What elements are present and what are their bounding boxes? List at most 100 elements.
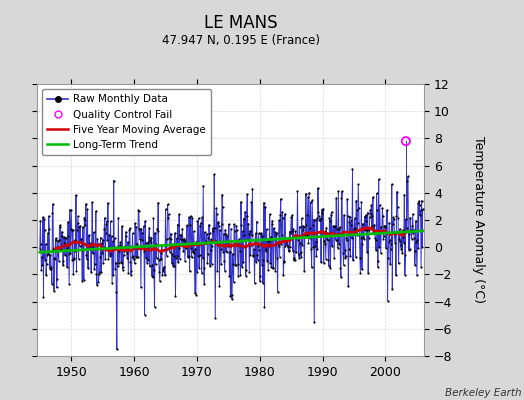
Point <box>199 182 208 189</box>
Point <box>94 241 102 247</box>
Point <box>389 221 397 228</box>
Point <box>237 199 245 205</box>
Point <box>163 201 172 208</box>
Point <box>43 252 51 258</box>
Point <box>127 268 136 274</box>
Point <box>130 256 138 262</box>
Point <box>223 248 231 255</box>
Point <box>218 192 226 198</box>
Point <box>95 269 104 275</box>
Point <box>241 209 249 215</box>
Point <box>360 236 368 242</box>
Point <box>226 248 234 255</box>
Point <box>286 228 294 235</box>
Point <box>309 244 318 251</box>
Point <box>117 260 126 266</box>
Point <box>195 252 204 259</box>
Point <box>321 240 329 247</box>
Point <box>221 268 229 274</box>
Point <box>356 270 365 276</box>
Point <box>182 241 191 247</box>
Point <box>334 188 343 194</box>
Point <box>268 221 276 228</box>
Point <box>168 260 176 266</box>
Point <box>417 207 425 214</box>
Point <box>375 244 384 251</box>
Point <box>280 258 288 265</box>
Point <box>151 230 159 236</box>
Point <box>248 232 256 238</box>
Point <box>38 254 46 260</box>
Point <box>54 247 62 253</box>
Point <box>165 211 173 218</box>
Point <box>342 253 350 259</box>
Point <box>402 229 411 236</box>
Point <box>296 223 304 230</box>
Point <box>154 200 162 206</box>
Point <box>306 224 314 231</box>
Point <box>342 235 351 241</box>
Point <box>251 240 259 246</box>
Point <box>134 254 142 260</box>
Point <box>70 256 78 262</box>
Point <box>139 243 147 249</box>
Point <box>379 236 388 242</box>
Point <box>383 230 391 236</box>
Point <box>355 204 363 211</box>
Point <box>288 228 296 234</box>
Point <box>345 219 354 226</box>
Point <box>284 244 292 250</box>
Point <box>108 280 116 286</box>
Point <box>155 257 163 264</box>
Point <box>244 220 253 227</box>
Point <box>311 217 319 223</box>
Point <box>261 203 269 210</box>
Point <box>152 255 161 261</box>
Point <box>258 233 267 239</box>
Point <box>161 206 170 212</box>
Point <box>369 194 377 200</box>
Point <box>147 234 156 241</box>
Point <box>58 228 66 235</box>
Point <box>290 255 299 261</box>
Point <box>141 240 150 246</box>
Point <box>231 262 239 268</box>
Point <box>154 228 162 234</box>
Point <box>240 232 248 238</box>
Point <box>196 223 204 229</box>
Point <box>294 237 302 243</box>
Point <box>79 224 87 230</box>
Point <box>97 268 105 275</box>
Point <box>214 219 222 226</box>
Point <box>116 239 125 245</box>
Point <box>263 226 271 232</box>
Point <box>122 229 130 235</box>
Point <box>249 252 258 259</box>
Point <box>303 232 311 238</box>
Point <box>310 216 318 223</box>
Point <box>103 237 112 243</box>
Point <box>384 298 392 304</box>
Point <box>124 270 133 276</box>
Point <box>418 198 426 204</box>
Point <box>162 253 171 259</box>
Point <box>78 278 86 284</box>
Point <box>355 232 364 238</box>
Point <box>287 214 296 221</box>
Point <box>75 224 83 230</box>
Point <box>378 229 386 236</box>
Point <box>177 232 185 238</box>
Point <box>396 238 405 244</box>
Point <box>128 230 137 236</box>
Point <box>48 280 56 287</box>
Point <box>183 222 191 229</box>
Point <box>352 254 360 260</box>
Point <box>222 248 230 254</box>
Point <box>232 262 240 268</box>
Point <box>105 231 113 238</box>
Point <box>40 227 49 234</box>
Point <box>323 233 331 240</box>
Point <box>83 206 92 212</box>
Point <box>70 255 79 262</box>
Point <box>84 244 93 251</box>
